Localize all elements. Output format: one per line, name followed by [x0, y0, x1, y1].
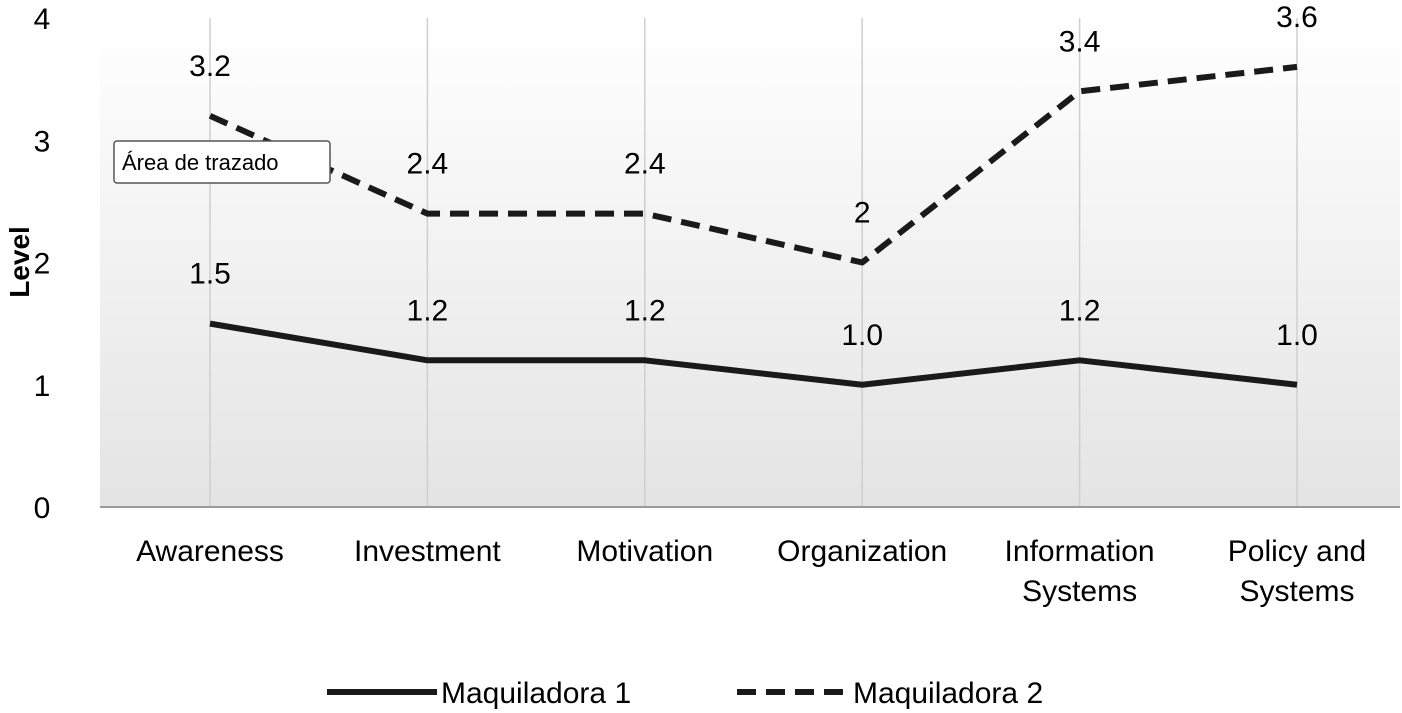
- svg-text:Área de trazado: Área de trazado: [122, 150, 279, 175]
- series-line-maquiladora-1: [209, 320, 1298, 388]
- data-label-maquiladora-2: 3.4: [1059, 25, 1101, 58]
- data-label-maquiladora-2: 3.2: [189, 50, 231, 83]
- x-tick-label: Motivation: [576, 535, 713, 568]
- x-tick-label: Investment: [354, 535, 501, 568]
- y-tick-label: 4: [34, 3, 51, 36]
- data-label-maquiladora-1: 1.2: [624, 294, 666, 327]
- plot-area-tooltip: Área de trazado: [113, 140, 331, 184]
- x-tick-label: Systems: [1239, 575, 1354, 608]
- x-tick-label: Organization: [777, 535, 947, 568]
- x-tick-label: Policy and: [1228, 535, 1366, 568]
- data-label-maquiladora-1: 1.2: [1059, 294, 1101, 327]
- data-label-maquiladora-1: 1.5: [189, 258, 231, 291]
- x-tick-label: Systems: [1022, 575, 1137, 608]
- y-axis-label: Level: [4, 226, 35, 298]
- y-tick-label: 2: [34, 248, 51, 281]
- data-label-maquiladora-2: 2.4: [624, 148, 666, 181]
- plot-area: [100, 18, 1400, 507]
- data-label-maquiladora-1: 1.0: [1276, 319, 1318, 352]
- data-label-maquiladora-2: 2: [854, 197, 871, 230]
- y-tick-label: 1: [34, 370, 51, 403]
- legend-label-maquiladora-2: Maquiladora 2: [853, 677, 1043, 710]
- legend: Maquiladora 1 Maquiladora 2: [327, 677, 1043, 710]
- data-label-maquiladora-2: 3.6: [1276, 1, 1318, 34]
- series-line-maquiladora-2: [208, 63, 1298, 266]
- data-label-maquiladora-1: 1.2: [407, 294, 449, 327]
- data-label-maquiladora-2: 2.4: [407, 148, 449, 181]
- data-label-maquiladora-1: 1.0: [841, 319, 883, 352]
- y-tick-label: 0: [34, 492, 51, 525]
- legend-label-maquiladora-1: Maquiladora 1: [441, 677, 631, 710]
- y-tick-label: 3: [34, 125, 51, 158]
- x-tick-label: Information: [1005, 535, 1155, 568]
- x-tick-label: Awareness: [136, 535, 284, 568]
